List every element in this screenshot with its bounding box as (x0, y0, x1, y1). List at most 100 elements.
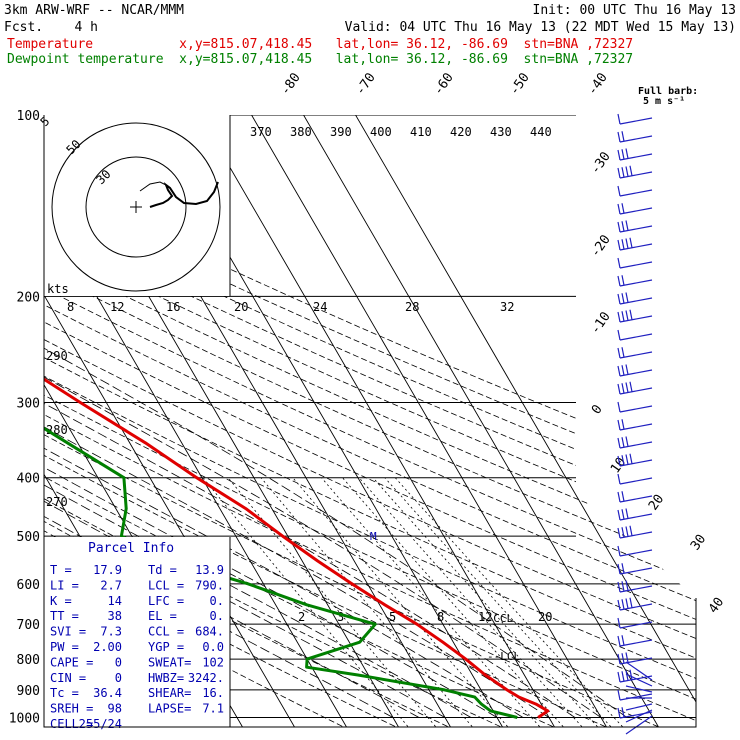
isotherm (217, 115, 609, 727)
pressure-label-600: 600 (17, 578, 40, 593)
dry-adiabat (44, 115, 696, 727)
dry-adiabat (44, 115, 696, 727)
parcel-info-cell: CCL = (148, 625, 184, 639)
parcel-info-cell: LCL = (148, 578, 184, 592)
wind-barb (617, 401, 653, 413)
hodograph-trace (149, 181, 219, 208)
isotherm-label: 10 (608, 455, 629, 476)
wind-barb (617, 364, 653, 377)
moist-adiabat (44, 296, 550, 718)
parcel-info-cell: 36.4 (93, 686, 122, 700)
parcel-info-cell: HWBZ= (148, 671, 184, 685)
parcel-info-cell: 0 (115, 655, 122, 669)
parcel-info-cell: LFC = (148, 594, 184, 608)
wind-barb (617, 652, 653, 665)
parcel-info-cell: Td = (148, 563, 177, 577)
wind-barb (617, 597, 653, 611)
isotherm (44, 115, 297, 727)
moist-adiabat (44, 296, 472, 718)
wind-barb (617, 309, 653, 323)
moist-adiabat (44, 296, 628, 718)
parcel-info-cell: 7.1 (202, 702, 224, 716)
pressure-label-500: 500 (17, 530, 40, 545)
wind-barb (617, 689, 653, 701)
theta-e-label: 400 (370, 125, 392, 139)
forecast-hour: Fcst. 4 h (4, 20, 98, 35)
theta-e-label: 440 (530, 125, 552, 139)
mixing-ratio-label: 24 (313, 300, 327, 314)
isotherm-label: 40 (706, 595, 727, 616)
dewpoint-legend: Dewpoint temperature x,y=815.07,418.45 l… (7, 52, 633, 67)
hodograph-trace-low (139, 181, 167, 192)
parcel-info-cell: PW = (50, 640, 79, 654)
wind-barb (617, 473, 653, 485)
dry-adiabat (44, 115, 667, 727)
pressure-labels: 100 200 300 400 500 600 700 800 900 1000 (9, 109, 40, 727)
ccl-marker: --CCL (480, 612, 513, 625)
wind-barb (617, 203, 653, 215)
mixing-ratio-label: 32 (500, 300, 514, 314)
dry-adiabat (44, 115, 696, 727)
isotherm-label: -30 (588, 149, 614, 177)
wind-barb (625, 709, 653, 723)
wind-barb (617, 436, 653, 449)
mixing-ratio-label: 28 (405, 300, 419, 314)
mixing-ratio-label: 8 (67, 300, 74, 314)
wind-barb (617, 131, 653, 143)
wind-barb (617, 329, 653, 341)
parcel-info-cell: TT = (50, 609, 79, 623)
wind-barb (617, 220, 653, 233)
parcel-info-cell: 17.9 (93, 563, 122, 577)
mixing-ratio-line (227, 477, 440, 727)
wind-barb (625, 685, 653, 693)
mixing-ratio-line (372, 477, 602, 727)
wind-barb (617, 508, 653, 521)
mixing-ratio-label: 12 (110, 300, 124, 314)
dry-adiabat (44, 115, 696, 727)
wind-barb (617, 185, 653, 197)
moist-adiabat (44, 296, 498, 718)
theta-e-label: 390 (330, 125, 352, 139)
parcel-info-cell: YGP = (148, 640, 184, 654)
parcel-info-cell: 0 (115, 671, 122, 685)
pressure-label-100: 100 (17, 109, 40, 124)
wind-barb (617, 635, 653, 647)
wind-barb (617, 563, 653, 575)
wind-barb (617, 148, 653, 161)
lcl-marker: --LCL (487, 650, 520, 663)
wind-barb (617, 617, 653, 629)
parcel-info-cell: 0. (210, 609, 224, 623)
parcel-info-cell: T = (50, 563, 72, 577)
wind-barb (617, 419, 653, 431)
parcel-info-cell: Tc = (50, 686, 79, 700)
wind-barb (617, 491, 653, 503)
isotherm (44, 115, 349, 727)
parcel-info-cell: SREH = (50, 702, 93, 716)
parcel-info-cell: 14 (108, 594, 122, 608)
wind-barb (617, 381, 653, 395)
mixing-ratio-line (292, 477, 512, 727)
parcel-info-cell: CAPE = (50, 655, 93, 669)
temperature-profile (44, 115, 550, 719)
hodograph-ring-inner (85, 156, 187, 258)
pressure-label-1000: 1000 (9, 712, 40, 727)
parcel-info-cell: 684. (195, 625, 224, 639)
parcel-info-cell: 7.3 (100, 625, 122, 639)
barb-legend-title: Full barb: (638, 86, 698, 97)
model-title: 3km ARW-WRF -- NCAR/MMM (4, 3, 184, 18)
moist-adiabat (44, 296, 524, 718)
parcel-info-cell: EL = (148, 609, 177, 623)
parcel-info-cell: 0. (210, 594, 224, 608)
parcel-info-cell: 13.9 (195, 563, 224, 577)
temperature-legend: Temperature x,y=815.07,418.45 lat,lon= 3… (7, 37, 633, 52)
mixing-ratio-line (342, 477, 567, 727)
parcel-info-cell: 102 (202, 655, 224, 669)
wind-barb (625, 715, 653, 735)
wind-barb (625, 703, 653, 711)
isotherm-label: -50 (507, 70, 533, 98)
valid-time: Valid: 04 UTC Thu 16 May 13 (22 MDT Wed … (345, 20, 736, 35)
moist-adiabat (44, 296, 576, 718)
mixing-ratio-low-label: 5 (389, 610, 396, 624)
parcel-info-cell: 38 (108, 609, 122, 623)
